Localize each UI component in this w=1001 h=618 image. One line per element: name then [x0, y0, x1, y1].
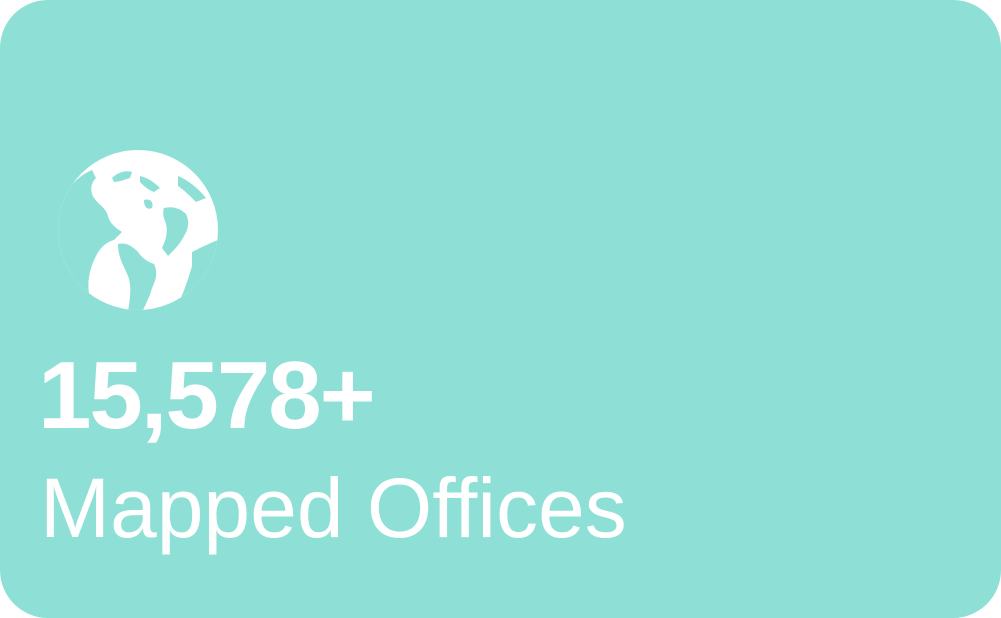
globe-icon [56, 148, 220, 312]
stat-value: 15,578+ [38, 342, 376, 449]
stat-label: Mapped Offices [40, 461, 627, 555]
